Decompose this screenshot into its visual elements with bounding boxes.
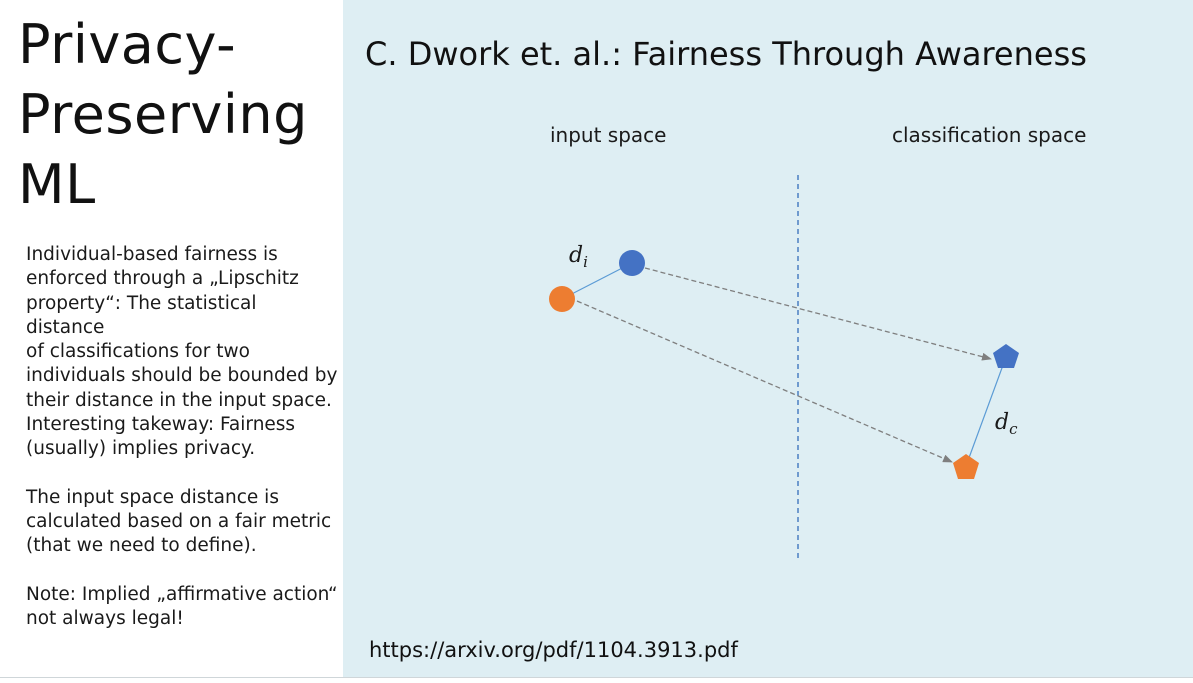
description-line: their distance in the input space. [26,389,332,411]
description-line: calculated based on a fair metric [26,510,332,532]
orange-individual-classification [953,454,979,479]
input-distance-symbol: d [569,243,583,268]
description-line: of classifications for two [26,341,250,363]
diagram-panel [343,0,1193,677]
classification-distance-label: dc [995,410,1018,438]
note-line: Note: Implied „affirmative action“ [26,583,338,605]
mapping-arrow-blue [644,267,992,361]
page-title: Privacy- Preserving ML [18,10,308,220]
description-line: individuals should be bounded by [26,365,338,387]
classification-distance-line [965,356,1007,467]
description-text: Individual-based fairness is enforced th… [26,243,338,631]
input-space-label: input space [550,123,667,147]
classification-space-label: classification space [892,123,1087,147]
orange-individual-input [549,286,575,312]
note-line: not always legal! [26,607,184,629]
input-distance-subscript: i [583,253,588,271]
mapping-arrow-orange [576,300,953,463]
description-line: (that we need to define). [26,535,257,557]
blue-individual-input [619,250,645,276]
input-distance-line [561,262,633,300]
description-line: property“: The statistical distance [26,292,257,338]
description-line: (usually) implies privacy. [26,438,256,460]
classification-distance-symbol: d [995,410,1009,435]
input-distance-label: di [569,243,588,271]
description-line: Interesting takeway: Fairness [26,414,296,436]
description-line: Individual-based fairness is [26,244,278,265]
blue-individual-classification [993,344,1019,368]
slide-heading: C. Dwork et. al.: Fairness Through Aware… [365,35,1087,73]
description-line: enforced through a „Lipschitz [26,268,299,290]
left-panel: Privacy- Preserving ML Individual-based … [0,0,343,683]
page-title-line-1: Privacy- [18,13,237,76]
paper-link[interactable]: https://arxiv.org/pdf/1104.3913.pdf [369,638,738,662]
classification-distance-subscript: c [1009,420,1018,438]
page-title-line-3: ML [18,153,96,216]
description-line: The input space distance is [26,486,279,508]
page-title-line-2: Preserving [18,83,308,146]
bottom-divider [0,677,1193,678]
